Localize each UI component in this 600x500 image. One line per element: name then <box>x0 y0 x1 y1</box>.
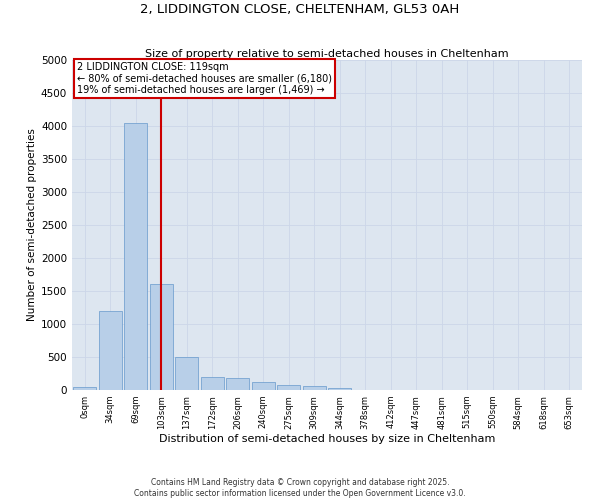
Bar <box>277 384 300 390</box>
Bar <box>328 388 351 390</box>
Bar <box>99 311 122 390</box>
Y-axis label: Number of semi-detached properties: Number of semi-detached properties <box>27 128 37 322</box>
Text: 2, LIDDINGTON CLOSE, CHELTENHAM, GL53 0AH: 2, LIDDINGTON CLOSE, CHELTENHAM, GL53 0A… <box>140 2 460 16</box>
Bar <box>73 386 96 390</box>
Bar <box>252 382 275 390</box>
Text: Contains HM Land Registry data © Crown copyright and database right 2025.
Contai: Contains HM Land Registry data © Crown c… <box>134 478 466 498</box>
Bar <box>150 284 173 390</box>
Bar <box>175 357 198 390</box>
Title: Size of property relative to semi-detached houses in Cheltenham: Size of property relative to semi-detach… <box>145 49 509 59</box>
Bar <box>124 122 147 390</box>
Bar <box>226 378 249 390</box>
Bar <box>201 377 224 390</box>
Bar <box>303 386 326 390</box>
X-axis label: Distribution of semi-detached houses by size in Cheltenham: Distribution of semi-detached houses by … <box>159 434 495 444</box>
Text: 2 LIDDINGTON CLOSE: 119sqm
← 80% of semi-detached houses are smaller (6,180)
19%: 2 LIDDINGTON CLOSE: 119sqm ← 80% of semi… <box>77 62 332 95</box>
